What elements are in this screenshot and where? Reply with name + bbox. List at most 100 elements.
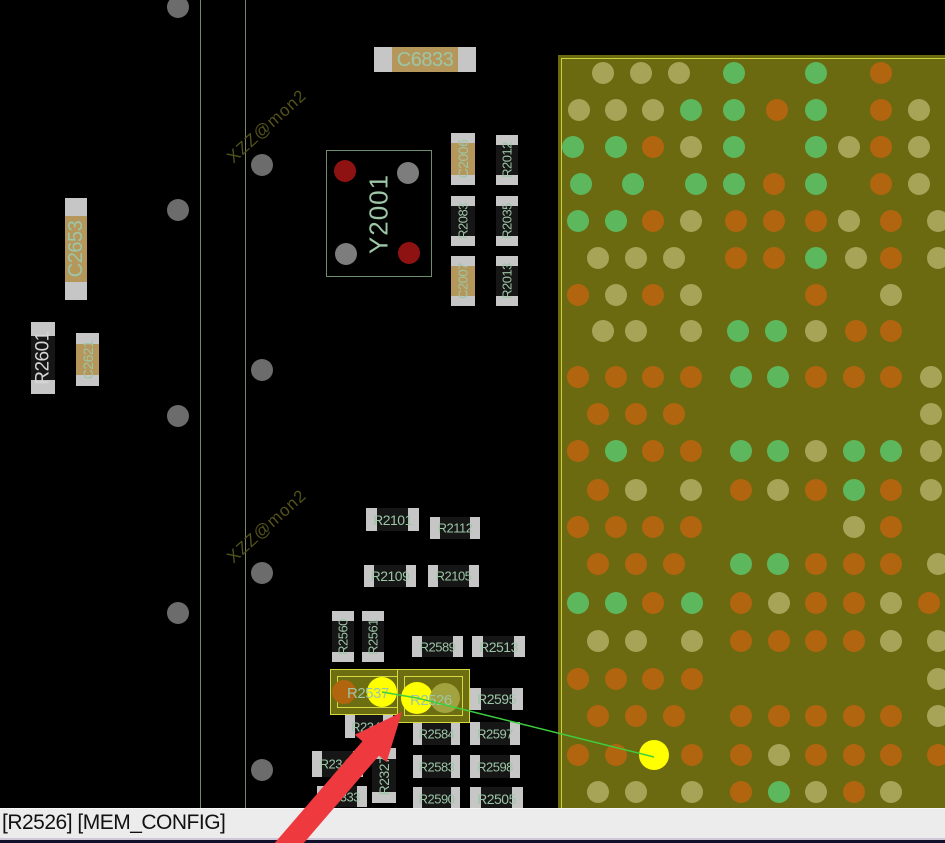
bga-pad[interactable]	[880, 744, 902, 766]
bga-pad[interactable]	[805, 366, 827, 388]
bga-pad[interactable]	[680, 136, 702, 158]
bga-pad[interactable]	[927, 668, 945, 690]
bga-pad[interactable]	[908, 136, 930, 158]
component-c2653[interactable]: C2653	[65, 198, 87, 300]
bga-pad[interactable]	[880, 479, 902, 501]
bga-pad[interactable]	[805, 136, 827, 158]
bga-pad[interactable]	[567, 516, 589, 538]
bga-pad[interactable]	[730, 781, 752, 803]
component-r2505[interactable]: R2505	[470, 787, 523, 810]
bga-pad[interactable]	[767, 366, 789, 388]
bga-pad[interactable]	[605, 136, 627, 158]
bga-pad[interactable]	[663, 553, 685, 575]
component-r2343[interactable]: R2343	[345, 715, 393, 738]
bga-pad[interactable]	[587, 553, 609, 575]
component-r2083[interactable]: R2083	[451, 196, 475, 246]
bga-pad[interactable]	[843, 516, 865, 538]
bga-pad[interactable]	[805, 781, 827, 803]
bga-pad[interactable]	[723, 62, 745, 84]
component-r2333[interactable]: R2333	[317, 786, 367, 807]
bga-pad[interactable]	[768, 630, 790, 652]
bga-pad[interactable]	[663, 705, 685, 727]
bga-pad[interactable]	[567, 366, 589, 388]
component-r2327[interactable]: R2327	[372, 748, 396, 803]
crystal-pad-gray[interactable]	[335, 243, 357, 265]
bga-pad[interactable]	[642, 668, 664, 690]
bga-pad[interactable]	[763, 173, 785, 195]
bga-pad[interactable]	[681, 630, 703, 652]
bga-pad[interactable]	[920, 479, 942, 501]
component-c2621[interactable]: C2621	[76, 333, 99, 386]
bga-pad[interactable]	[605, 210, 627, 232]
bga-pad[interactable]	[805, 705, 827, 727]
bga-pad[interactable]	[681, 668, 703, 690]
bga-pad[interactable]	[730, 592, 752, 614]
bga-pad[interactable]	[838, 136, 860, 158]
component-r2595[interactable]: R2595	[470, 688, 523, 710]
bga-pad[interactable]	[920, 366, 942, 388]
bga-pad[interactable]	[605, 744, 627, 766]
component-c2007[interactable]: C2007	[451, 256, 475, 306]
bga-pad[interactable]	[870, 62, 892, 84]
bga-pad[interactable]	[805, 99, 827, 121]
bga-pad[interactable]	[843, 705, 865, 727]
bga-pad[interactable]	[908, 173, 930, 195]
component-r2590[interactable]: R2590	[413, 787, 460, 810]
bga-pad-highlighted[interactable]	[639, 740, 669, 770]
bga-pad[interactable]	[908, 99, 930, 121]
bga-pad[interactable]	[680, 284, 702, 306]
bga-pad[interactable]	[680, 99, 702, 121]
bga-pad[interactable]	[605, 592, 627, 614]
component-r2589[interactable]: R2589	[412, 636, 463, 657]
bga-pad[interactable]	[805, 744, 827, 766]
bga-pad[interactable]	[587, 705, 609, 727]
bga-pad[interactable]	[625, 479, 647, 501]
component-r2561[interactable]: R2561	[362, 611, 384, 662]
bga-pad[interactable]	[880, 592, 902, 614]
bga-pad[interactable]	[668, 62, 690, 84]
bga-pad[interactable]	[681, 592, 703, 614]
bga-pad[interactable]	[730, 553, 752, 575]
bga-pad[interactable]	[870, 136, 892, 158]
bga-pad[interactable]	[642, 284, 664, 306]
bga-pad[interactable]	[625, 247, 647, 269]
bga-pad[interactable]	[730, 630, 752, 652]
component-c6833[interactable]: C6833	[374, 47, 476, 72]
bga-pad[interactable]	[642, 210, 664, 232]
bga-pad[interactable]	[767, 553, 789, 575]
bga-pad[interactable]	[730, 440, 752, 462]
bga-pad[interactable]	[680, 516, 702, 538]
bga-pad[interactable]	[567, 668, 589, 690]
bga-pad[interactable]	[587, 247, 609, 269]
crystal-pad-red[interactable]	[398, 242, 420, 264]
bga-pad[interactable]	[592, 320, 614, 342]
bga-pad[interactable]	[805, 247, 827, 269]
bga-pad[interactable]	[765, 320, 787, 342]
bga-pad[interactable]	[685, 173, 707, 195]
bga-pad[interactable]	[843, 366, 865, 388]
bga-pad[interactable]	[605, 440, 627, 462]
bga-pad[interactable]	[927, 705, 945, 727]
bga-pad[interactable]	[605, 99, 627, 121]
bga-pad[interactable]	[725, 210, 747, 232]
bga-pad[interactable]	[805, 320, 827, 342]
bga-pad[interactable]	[642, 516, 664, 538]
bga-pad[interactable]	[730, 366, 752, 388]
component-r2013[interactable]: R2013	[496, 256, 518, 306]
crystal-pad-gray[interactable]	[397, 162, 419, 184]
bga-pad[interactable]	[880, 440, 902, 462]
bga-pad[interactable]	[805, 62, 827, 84]
bga-pad[interactable]	[625, 553, 647, 575]
bga-pad[interactable]	[927, 247, 945, 269]
bga-pad[interactable]	[838, 210, 860, 232]
bga-pad[interactable]	[642, 366, 664, 388]
component-r2513[interactable]: R2513	[472, 636, 525, 657]
bga-pad[interactable]	[880, 320, 902, 342]
component-r2101[interactable]: R2101	[366, 508, 419, 531]
bga-pad[interactable]	[605, 366, 627, 388]
bga-pad[interactable]	[845, 320, 867, 342]
bga-pad[interactable]	[880, 210, 902, 232]
bga-pad[interactable]	[625, 403, 647, 425]
bga-pad[interactable]	[587, 781, 609, 803]
